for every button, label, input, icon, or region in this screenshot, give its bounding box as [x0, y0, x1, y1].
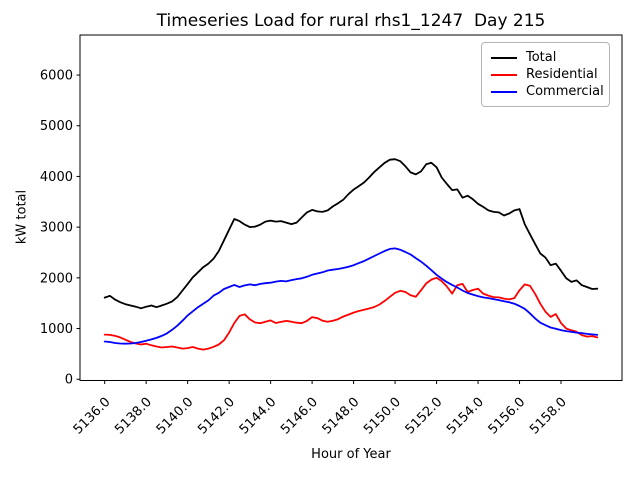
x-tick-label: 5150.0: [361, 395, 404, 438]
y-tick-label: 1000: [40, 322, 73, 337]
x-tick-label: 5158.0: [527, 395, 570, 438]
legend-item-total: Total: [491, 49, 600, 66]
legend-label: Commercial: [526, 84, 604, 100]
legend-line-sample: [491, 56, 517, 59]
y-tick-label: 5000: [40, 119, 73, 134]
x-tick-label: 5142.0: [195, 395, 238, 438]
x-axis-label: Hour of Year: [311, 447, 391, 462]
x-tick-label: 5136.0: [71, 395, 114, 438]
legend-item-commercial: Commercial: [491, 84, 604, 101]
y-tick-label: 0: [65, 373, 73, 388]
chart-title: Timeseries Load for rural rhs1_1247 Day …: [156, 11, 546, 31]
axes-frame: [79, 34, 623, 381]
legend-line-sample: [491, 73, 517, 76]
y-tick-label: 6000: [40, 69, 73, 84]
x-tick-label: 5144.0: [237, 395, 280, 438]
y-tick-label: 2000: [40, 271, 73, 286]
x-tick-label: 5148.0: [320, 395, 363, 438]
series-line-total: [103, 158, 599, 310]
legend-label: Total: [526, 49, 557, 65]
y-tick-label: 3000: [40, 221, 73, 236]
x-tick-label: 5154.0: [444, 395, 487, 438]
x-tick-label: 5156.0: [486, 395, 529, 438]
legend-line-sample: [491, 91, 517, 94]
x-tick-label: 5138.0: [112, 395, 155, 438]
series-line-commercial: [103, 247, 599, 345]
legend-item-residential: Residential: [491, 66, 600, 83]
series-line-residential: [103, 276, 599, 351]
x-tick-label: 5140.0: [154, 395, 197, 438]
x-tick-label: 5146.0: [278, 395, 321, 438]
x-tick-label: 5152.0: [403, 395, 446, 438]
y-tick-label: 4000: [40, 170, 73, 185]
legend-label: Residential: [526, 66, 598, 82]
legend: Total Residential Commercial: [481, 42, 610, 107]
